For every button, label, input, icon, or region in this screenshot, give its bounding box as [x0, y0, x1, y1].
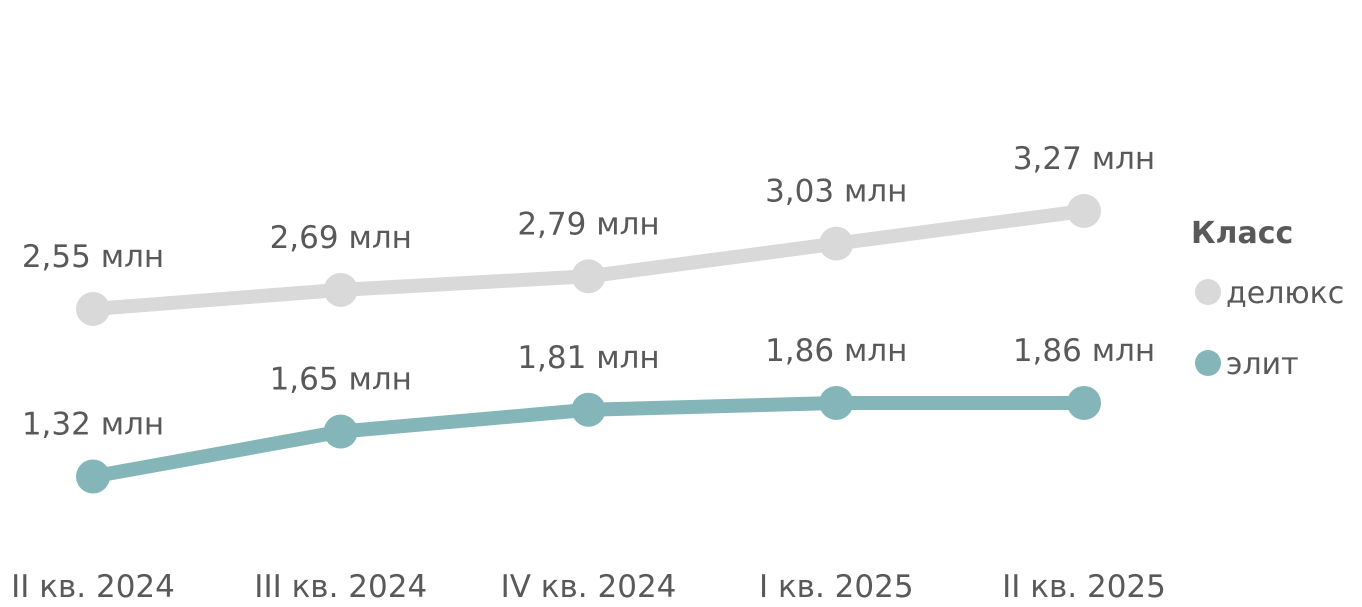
- data-point: [571, 259, 606, 294]
- x-tick-label: IV кв. 2024: [501, 569, 677, 605]
- x-tick-label: I кв. 2025: [759, 569, 914, 605]
- data-point: [1067, 385, 1101, 420]
- data-point: [323, 272, 358, 307]
- x-tick-label: II кв. 2025: [1002, 569, 1166, 605]
- legend-marker: [1195, 350, 1221, 376]
- data-label: 1,65 млн: [270, 362, 412, 398]
- data-label: 1,86 млн: [765, 333, 907, 369]
- data-label: 2,55 млн: [22, 239, 164, 275]
- legend-label: делюкс: [1226, 276, 1344, 311]
- data-label: 3,27 млн: [1013, 141, 1155, 177]
- data-point: [819, 226, 854, 261]
- legend: Класс делюкс элит: [1191, 216, 1344, 382]
- legend-title: Класс: [1191, 216, 1293, 251]
- data-point: [76, 291, 110, 326]
- data-label: 1,86 млн: [1013, 333, 1155, 369]
- data-label: 3,03 млн: [765, 174, 907, 210]
- x-tick-label: III кв. 2024: [254, 569, 427, 605]
- data-point: [819, 385, 854, 420]
- data-label: 1,32 млн: [22, 407, 164, 443]
- data-point: [1067, 193, 1101, 228]
- data-label: 2,79 млн: [517, 206, 659, 242]
- data-label: 1,81 млн: [517, 340, 659, 376]
- legend-marker: [1195, 279, 1221, 305]
- x-axis: II кв. 2024 III кв. 2024 IV кв. 2024 I кв. …: [11, 569, 1166, 605]
- legend-label: элит: [1226, 347, 1299, 382]
- series-layer: [76, 193, 1101, 494]
- data-point: [76, 459, 110, 494]
- x-tick-label: II кв. 2024: [11, 569, 175, 605]
- data-point: [571, 392, 606, 427]
- data-label: 2,69 млн: [270, 220, 412, 256]
- data-label-layer: 2,55 млн 2,69 млн 2,79 млн 3,03 млн 3,27 млн…: [22, 141, 1155, 443]
- data-point: [323, 414, 358, 449]
